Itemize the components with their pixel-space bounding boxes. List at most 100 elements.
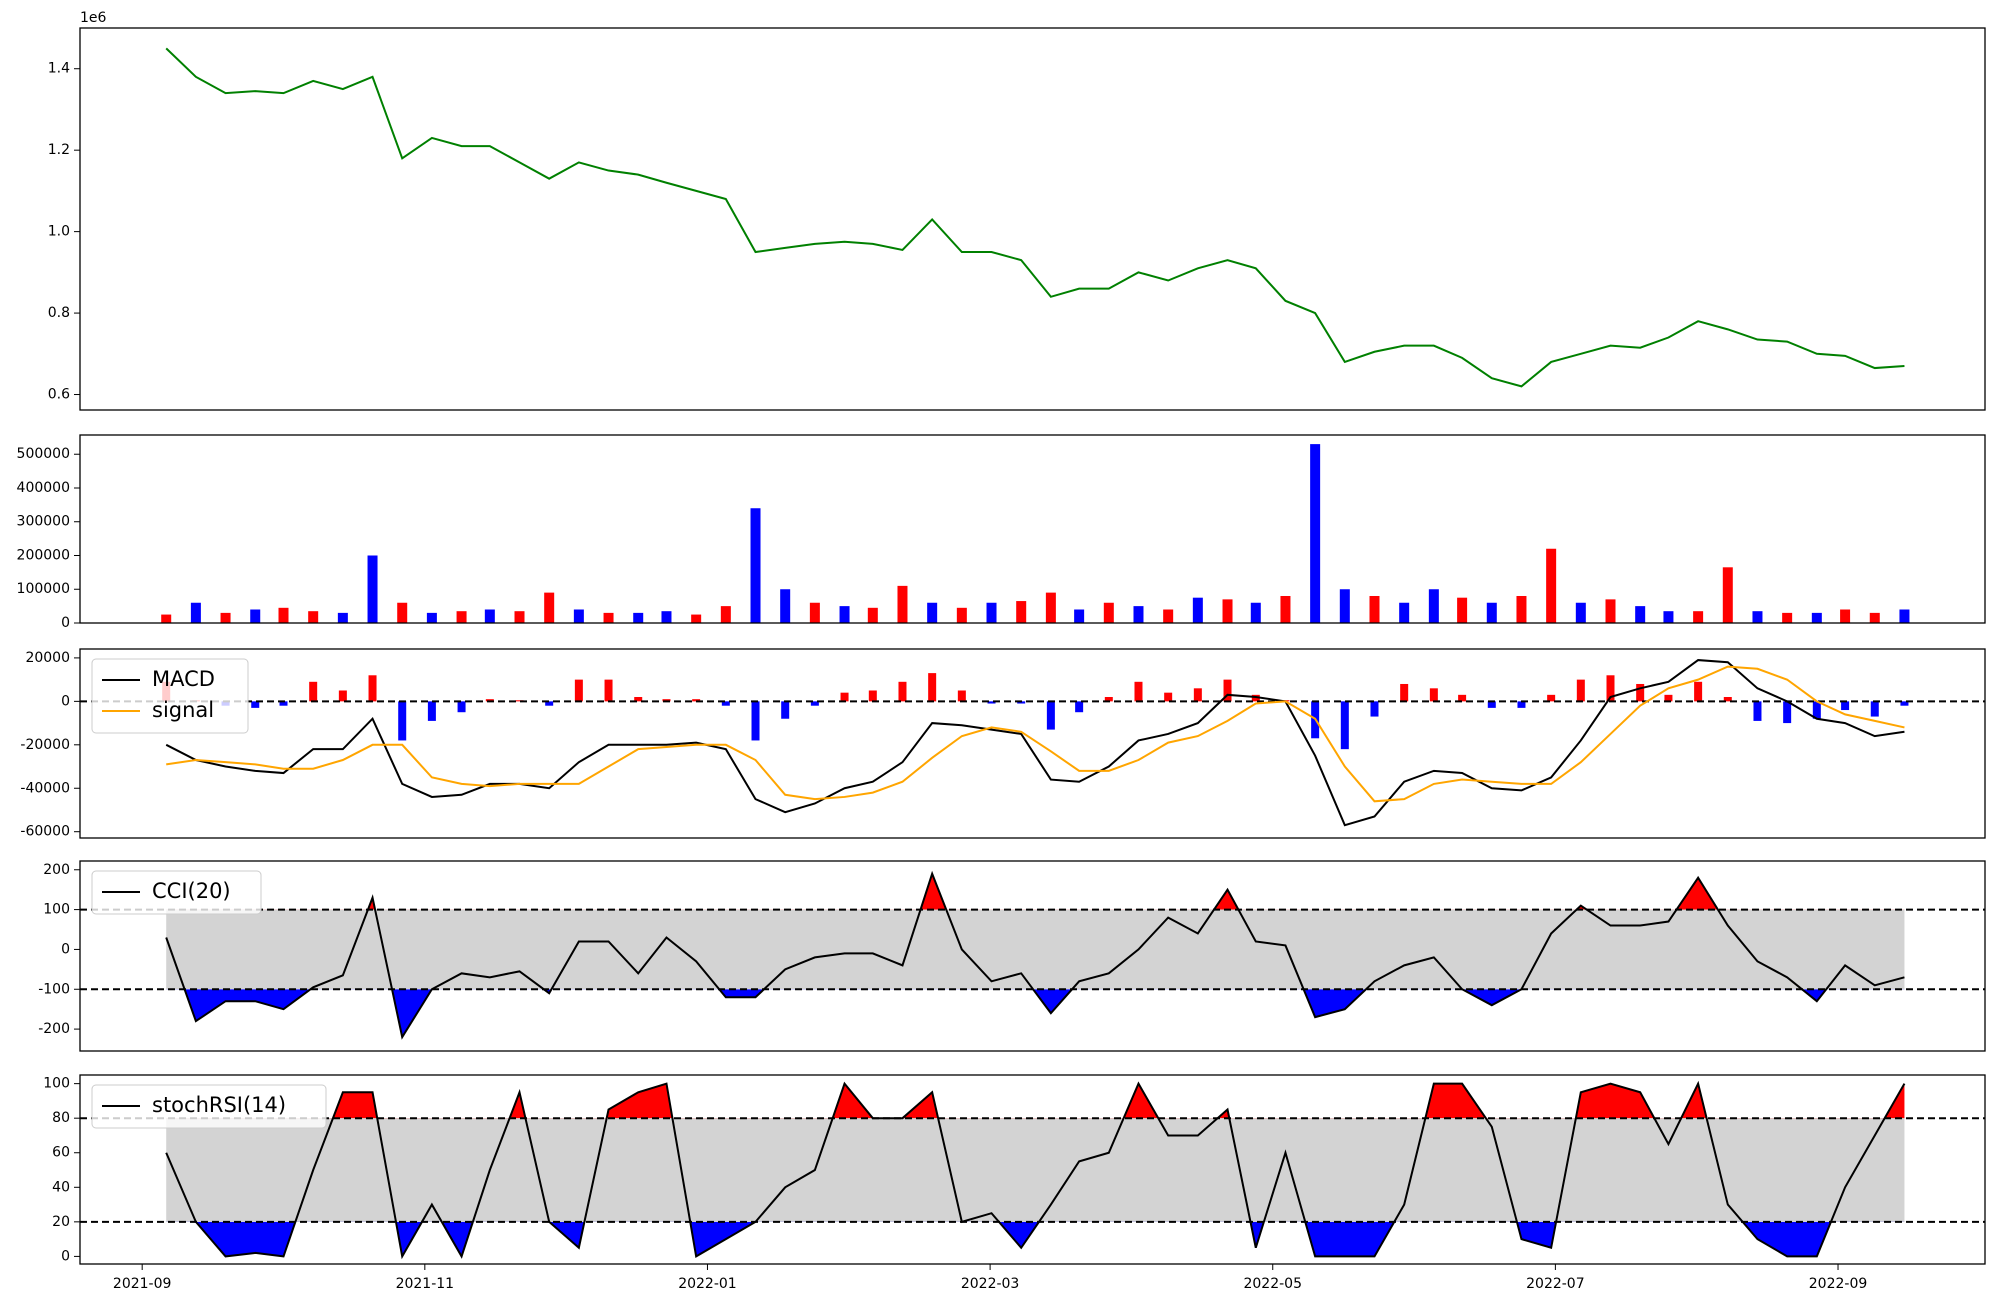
volume-bar xyxy=(544,592,555,623)
volume-bar xyxy=(1428,589,1439,623)
y-tick-label: 500000 xyxy=(17,446,70,462)
volume-bar xyxy=(1899,609,1910,623)
histogram-bar xyxy=(1694,681,1703,702)
volume-bar xyxy=(1399,602,1410,623)
volume-bar xyxy=(780,589,791,623)
y-tick-label: -100 xyxy=(38,981,70,997)
price-line xyxy=(165,47,1905,388)
volume-bar xyxy=(1693,611,1704,623)
volume-bar xyxy=(1486,602,1497,623)
histogram-bar xyxy=(545,701,554,706)
y-tick-label: 400000 xyxy=(17,480,70,496)
volume-bar xyxy=(484,609,495,623)
histogram-bar xyxy=(1783,701,1792,724)
x-tick-label: 2021-09 xyxy=(113,1276,172,1292)
volume-bar xyxy=(1103,602,1114,623)
volume-bar xyxy=(1369,595,1380,623)
histogram-bar xyxy=(604,679,613,702)
histogram-bar xyxy=(662,699,671,702)
histogram-bar xyxy=(1164,692,1173,702)
volume-bar xyxy=(691,614,702,623)
volume-bar xyxy=(397,602,408,623)
legend-label: CCI(20) xyxy=(152,879,231,903)
panel-plot: CCI(20) xyxy=(80,870,1985,1040)
axes-frame xyxy=(79,27,1986,411)
axes-frame xyxy=(79,648,1986,839)
histogram-bar xyxy=(485,699,494,702)
histogram-bar xyxy=(1487,701,1496,708)
volume-bar xyxy=(161,614,172,623)
volume-bar xyxy=(603,612,614,623)
y-tick-label: 0 xyxy=(61,615,70,631)
y-tick-label: 40 xyxy=(52,1179,70,1195)
volume-bar xyxy=(337,612,348,623)
y-tick-label: 200000 xyxy=(17,547,70,563)
histogram-bar xyxy=(1723,697,1732,702)
y-tick-label: 200 xyxy=(43,862,70,878)
y-tick-label: 100 xyxy=(43,902,70,918)
histogram-bar xyxy=(810,701,819,706)
histogram-bar xyxy=(427,701,436,721)
histogram-bar xyxy=(751,701,760,741)
histogram-bar xyxy=(1753,701,1762,721)
neutral-band xyxy=(166,909,1905,990)
volume-bar xyxy=(1310,444,1321,623)
volume-bar xyxy=(1635,606,1646,623)
volume-bar xyxy=(1575,602,1586,623)
histogram-bar xyxy=(1400,683,1409,702)
volume-bar xyxy=(1074,609,1085,623)
histogram-bar xyxy=(1870,701,1879,717)
volume-bar xyxy=(1752,611,1763,623)
y-tick-label: 0.8 xyxy=(48,305,70,321)
volume-bar xyxy=(1782,612,1793,623)
y-tick-label: 0 xyxy=(61,693,70,709)
indicator-line xyxy=(165,1080,1906,1260)
volume-bar xyxy=(720,606,731,623)
histogram-bar xyxy=(1664,694,1673,702)
volume-bar xyxy=(250,609,261,623)
axes-frame xyxy=(79,434,1986,624)
volume-bar xyxy=(1722,567,1733,623)
legend-box xyxy=(91,870,262,915)
volume-bar xyxy=(1280,595,1291,623)
y-tick-label: 0.6 xyxy=(48,387,70,403)
y-tick-label: 80 xyxy=(52,1110,70,1126)
histogram-bar xyxy=(868,690,877,702)
volume-bar xyxy=(1516,595,1527,623)
y-tick-label: 100000 xyxy=(17,581,70,597)
histogram-bar xyxy=(1517,701,1526,708)
volume-bar xyxy=(1163,609,1174,623)
volume-bar xyxy=(220,612,231,623)
x-tick-label: 2022-01 xyxy=(678,1276,737,1292)
histogram-bar xyxy=(1251,694,1260,702)
x-tick-label: 2022-07 xyxy=(1526,1276,1585,1292)
histogram-bar xyxy=(309,681,318,702)
histogram-bar xyxy=(721,701,730,706)
panel-plot: stochRSI(14) xyxy=(80,1080,1985,1260)
volume-bar xyxy=(1546,548,1557,623)
volume-bar xyxy=(1133,606,1144,623)
neutral-band xyxy=(166,1118,1905,1222)
histogram-bar xyxy=(692,699,701,702)
histogram-bar xyxy=(1370,701,1379,717)
volume-bar xyxy=(1811,612,1822,623)
volume-bar xyxy=(927,602,938,623)
volume-bar xyxy=(1840,609,1851,623)
histogram-bar xyxy=(1841,701,1850,711)
volume-bar xyxy=(278,607,289,623)
y-tick-label: 20 xyxy=(52,1214,70,1230)
histogram-bar xyxy=(634,697,643,702)
histogram-bar xyxy=(1429,688,1438,702)
histogram-bar xyxy=(1223,679,1232,702)
y-tick-label: 300000 xyxy=(17,514,70,530)
volume-bar xyxy=(661,611,672,623)
volume-bar xyxy=(1339,589,1350,623)
panel-plot: MACD signal xyxy=(80,658,1985,827)
histogram-bar xyxy=(1046,701,1055,730)
volume-bar xyxy=(986,602,997,623)
volume-bar xyxy=(573,609,584,623)
histogram-bar xyxy=(368,675,377,702)
volume-bar xyxy=(1869,612,1880,623)
volume-bar xyxy=(633,612,644,623)
